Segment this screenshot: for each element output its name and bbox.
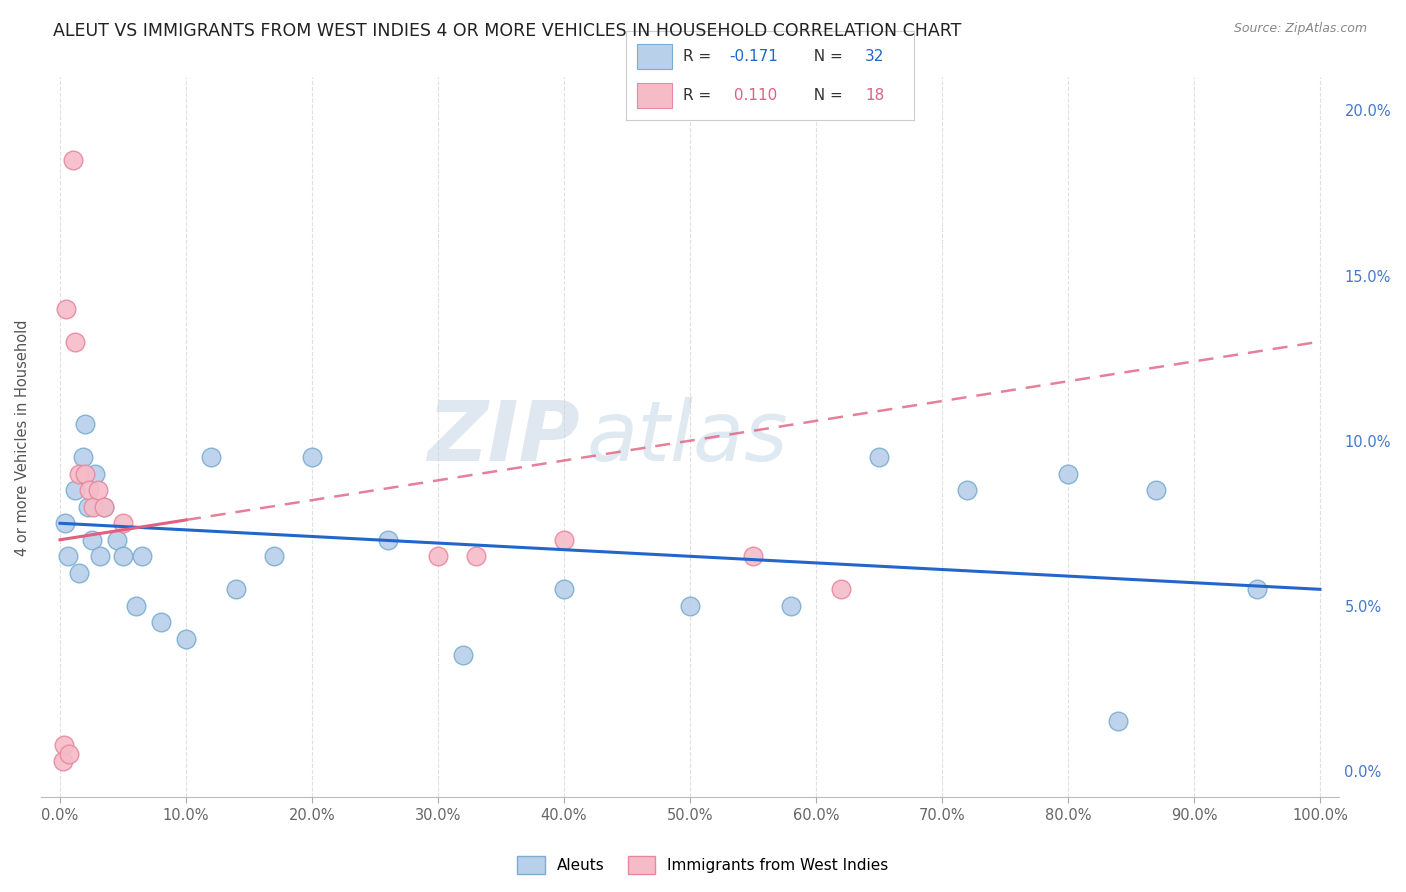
Text: R =: R =	[683, 49, 717, 63]
Point	[63, 483, 86, 498]
Point	[868, 450, 890, 465]
Point	[742, 549, 765, 564]
Point	[451, 648, 474, 663]
Point	[67, 467, 90, 481]
Point	[263, 549, 285, 564]
Point	[77, 483, 100, 498]
Point	[89, 549, 111, 564]
Point	[553, 582, 575, 597]
Point	[779, 599, 801, 613]
Text: N =: N =	[804, 49, 848, 63]
Point	[200, 450, 222, 465]
Point	[464, 549, 486, 564]
Point	[75, 467, 97, 481]
Point	[51, 754, 73, 768]
Point	[1144, 483, 1167, 498]
Point	[93, 500, 115, 514]
Text: 18: 18	[865, 88, 884, 103]
Point	[377, 533, 399, 547]
Point	[105, 533, 128, 547]
Point	[72, 450, 94, 465]
Point	[131, 549, 153, 564]
Point	[82, 500, 104, 514]
Point	[553, 533, 575, 547]
Text: 0.110: 0.110	[730, 88, 778, 103]
Point	[53, 516, 76, 531]
Text: 32: 32	[865, 49, 884, 63]
Y-axis label: 4 or more Vehicles in Household: 4 or more Vehicles in Household	[15, 319, 30, 556]
Point	[52, 738, 75, 752]
Legend: Aleuts, Immigrants from West Indies: Aleuts, Immigrants from West Indies	[512, 850, 894, 880]
Point	[63, 334, 86, 349]
Text: atlas: atlas	[586, 397, 787, 478]
Text: ZIP: ZIP	[427, 397, 579, 478]
Point	[75, 417, 97, 432]
Point	[93, 500, 115, 514]
Point	[55, 301, 77, 316]
Point	[87, 483, 110, 498]
FancyBboxPatch shape	[637, 44, 672, 69]
Point	[84, 467, 107, 481]
Text: Source: ZipAtlas.com: Source: ZipAtlas.com	[1233, 22, 1367, 36]
Point	[1057, 467, 1080, 481]
Point	[1246, 582, 1268, 597]
Point	[58, 747, 80, 762]
Point	[67, 566, 90, 580]
Point	[679, 599, 702, 613]
Point	[301, 450, 323, 465]
Text: -0.171: -0.171	[730, 49, 779, 63]
Point	[830, 582, 852, 597]
Point	[124, 599, 146, 613]
Point	[956, 483, 979, 498]
Point	[174, 632, 197, 646]
Point	[111, 549, 134, 564]
Point	[76, 500, 98, 514]
FancyBboxPatch shape	[637, 83, 672, 108]
Point	[427, 549, 450, 564]
Point	[149, 615, 172, 630]
Text: ALEUT VS IMMIGRANTS FROM WEST INDIES 4 OR MORE VEHICLES IN HOUSEHOLD CORRELATION: ALEUT VS IMMIGRANTS FROM WEST INDIES 4 O…	[53, 22, 962, 40]
Text: R =: R =	[683, 88, 717, 103]
Point	[225, 582, 247, 597]
Point	[1107, 714, 1129, 729]
Point	[80, 533, 103, 547]
Point	[111, 516, 134, 531]
Point	[56, 549, 79, 564]
Point	[62, 153, 84, 167]
Text: N =: N =	[804, 88, 848, 103]
